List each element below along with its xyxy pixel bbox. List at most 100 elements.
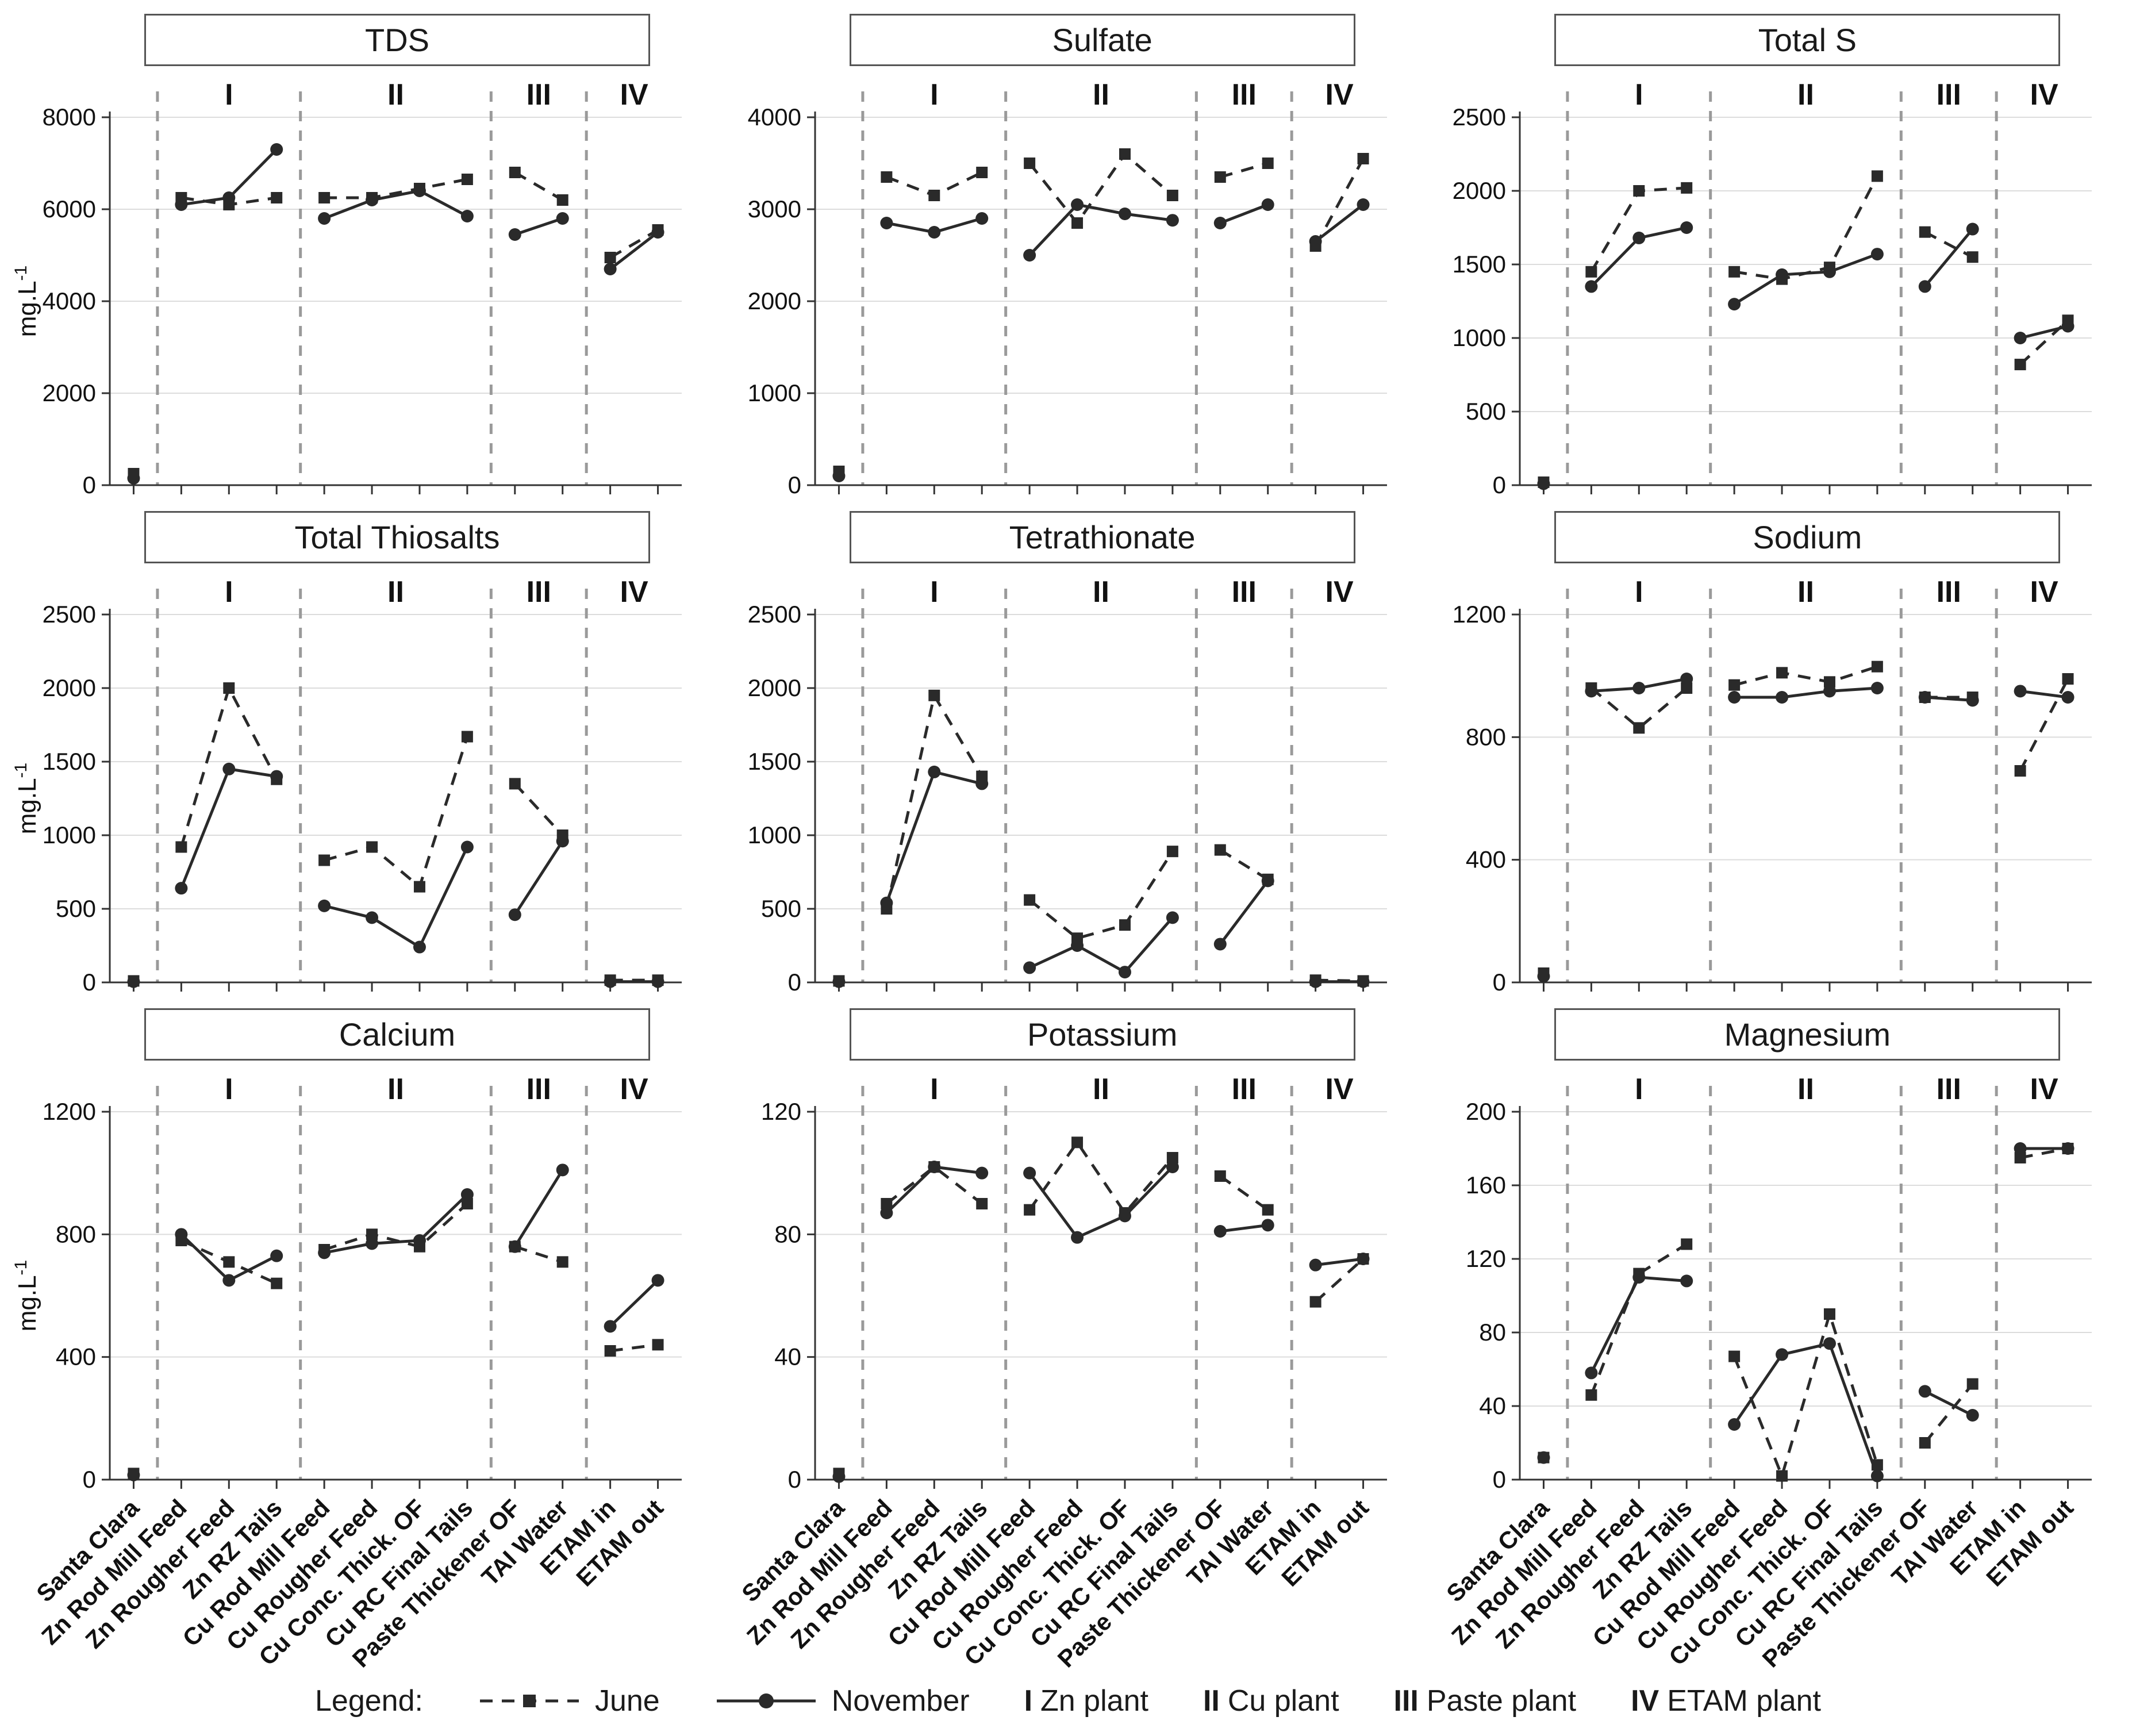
- data-point: [604, 1345, 616, 1357]
- data-point: [271, 1277, 283, 1289]
- data-point: [1585, 266, 1597, 278]
- legend-item-june: June: [478, 1684, 660, 1718]
- y-tick-label: 400: [1466, 846, 1506, 873]
- data-point: [175, 882, 188, 895]
- data-point: [1357, 198, 1370, 211]
- data-point: [651, 1274, 664, 1287]
- november-series-line: [513, 1169, 564, 1247]
- data-point: [223, 1256, 235, 1268]
- data-point: [1070, 198, 1084, 211]
- data-point: [1023, 894, 1035, 906]
- november-series-line: [180, 767, 277, 889]
- data-point: [1166, 846, 1178, 858]
- data-point: [270, 770, 283, 783]
- november-series-line: [1733, 1342, 1879, 1477]
- zone-numeral-iv: IV: [2030, 575, 2058, 609]
- data-point: [1919, 1385, 1932, 1398]
- data-point: [318, 192, 331, 203]
- data-point: [832, 975, 846, 988]
- data-point: [2014, 332, 2027, 344]
- data-point: [1357, 153, 1369, 164]
- y-tick-label: 160: [1466, 1172, 1506, 1199]
- data-point: [318, 1246, 331, 1259]
- data-point: [1919, 280, 1932, 293]
- november-series-line: [1028, 1166, 1174, 1239]
- charts-grid: TDS I II III IV 0 2000 4000 6000 8000 mg.L-1 Sulfat…: [11, 14, 2125, 1678]
- data-point: [1919, 1437, 1931, 1449]
- y-tick-label: 1500: [747, 748, 801, 775]
- data-point: [1166, 911, 1179, 924]
- zone-numeral-iv: IV: [620, 575, 648, 609]
- june-series-line: [1028, 850, 1174, 940]
- november-series-line: [885, 770, 982, 904]
- y-axis-label: mg.L-1: [11, 1260, 41, 1332]
- data-point: [1585, 1389, 1597, 1401]
- y-tick-label: 200: [1466, 1098, 1506, 1125]
- y-tick-label: 3000: [747, 195, 801, 222]
- zone-numeral-i: I: [225, 78, 233, 112]
- data-point: [1023, 158, 1035, 169]
- data-point: [1357, 975, 1370, 988]
- y-axis-label: mg.L-1: [11, 763, 41, 835]
- data-point: [927, 765, 940, 778]
- november-series-line: [324, 189, 468, 220]
- data-point: [881, 171, 893, 183]
- zone-numeral-iii: III: [1231, 78, 1256, 112]
- data-point: [1118, 208, 1131, 220]
- data-point: [556, 1256, 568, 1268]
- legend-title: Legend:: [315, 1684, 423, 1718]
- data-point: [1537, 970, 1550, 983]
- november-series-line: [514, 217, 563, 236]
- data-point: [651, 226, 664, 239]
- data-point: [1585, 685, 1598, 698]
- data-point: [508, 228, 521, 241]
- y-tick-label: 6000: [43, 195, 96, 222]
- data-point: [460, 1188, 474, 1201]
- data-point: [1966, 222, 1980, 236]
- data-point: [413, 881, 425, 893]
- june-series-line: [1219, 1174, 1269, 1211]
- chart-title-tds: TDS: [144, 14, 650, 66]
- data-point: [366, 841, 378, 853]
- chart-magnesium: Magnesium I II III IV 0 40 80 120 160 200 Santa Cla…: [1419, 1008, 2125, 1678]
- chart-title-total-s: Total S: [1554, 14, 2061, 66]
- y-tick-label: 800: [56, 1220, 96, 1247]
- data-point: [651, 975, 664, 988]
- data-point: [1824, 676, 1836, 688]
- data-point: [461, 731, 473, 743]
- y-tick-label: 1000: [43, 821, 96, 848]
- june-series-line: [324, 1203, 468, 1251]
- november-series-line: [609, 231, 659, 270]
- data-point: [1262, 158, 1274, 169]
- zone-numeral-i: I: [1635, 1073, 1643, 1106]
- november-series-line: [2020, 689, 2069, 699]
- data-point: [1071, 217, 1083, 229]
- data-point: [1776, 691, 1789, 704]
- zone-numeral-i: I: [225, 575, 233, 609]
- june-series-line: [2020, 1147, 2069, 1159]
- y-axis-label: mg.L-1: [11, 266, 41, 337]
- zone-numeral-ii: II: [387, 1073, 404, 1106]
- chart-title-sulfate: Sulfate: [849, 14, 1355, 66]
- data-point: [1213, 217, 1227, 229]
- data-point: [1632, 682, 1646, 694]
- zone-numeral-iii: III: [527, 575, 551, 609]
- y-tick-label: 2000: [747, 287, 801, 314]
- data-point: [1213, 1225, 1227, 1238]
- zone-numeral-iii: III: [527, 78, 551, 112]
- data-point: [2014, 1152, 2026, 1163]
- data-point: [1871, 248, 1884, 261]
- data-point: [318, 899, 331, 912]
- june-series-line: [514, 171, 563, 202]
- y-tick-label: 1000: [1453, 324, 1506, 351]
- data-point: [975, 167, 988, 178]
- y-tick-label: 2000: [747, 674, 801, 701]
- november-series-line: [1924, 228, 1974, 287]
- june-series-line: [1924, 1383, 1974, 1444]
- legend-item-november: November: [714, 1684, 970, 1718]
- data-point: [1967, 251, 1979, 263]
- june-series-line: [1924, 231, 1974, 259]
- data-point: [880, 896, 893, 909]
